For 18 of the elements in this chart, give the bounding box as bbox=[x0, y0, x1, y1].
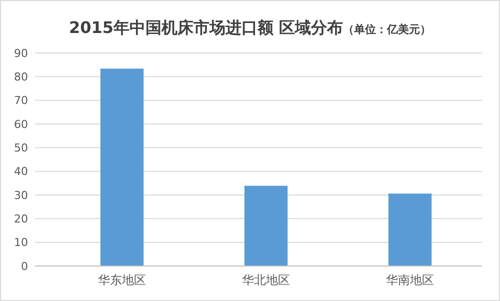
bar bbox=[100, 68, 144, 266]
y-tick-label: 90 bbox=[14, 46, 28, 60]
x-tick-label: 华北地区 bbox=[242, 273, 290, 287]
y-tick-label: 80 bbox=[14, 70, 28, 84]
y-tick-label: 70 bbox=[14, 94, 28, 108]
y-tick-label: 0 bbox=[21, 260, 28, 273]
chart-title: 2015年中国机床市场进口额 区域分布 bbox=[68, 18, 344, 37]
y-tick-label: 30 bbox=[14, 188, 28, 202]
y-tick-label: 20 bbox=[14, 212, 28, 226]
bar bbox=[388, 194, 432, 266]
y-tick-label: 50 bbox=[14, 142, 28, 155]
y-tick-label: 10 bbox=[14, 236, 28, 250]
y-tick-label: 40 bbox=[14, 165, 28, 178]
x-tick-label: 华东地区 bbox=[98, 273, 146, 287]
bar bbox=[244, 186, 288, 266]
x-tick-label: 华南地区 bbox=[386, 273, 434, 287]
y-tick-label: 60 bbox=[14, 118, 28, 131]
chart-subtitle: （单位：亿美元） bbox=[343, 23, 432, 36]
